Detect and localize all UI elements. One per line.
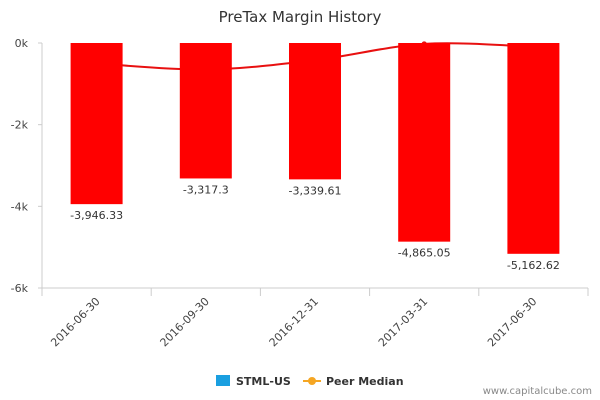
- x-tick-label: 2016-12-31: [267, 295, 321, 349]
- y-tick-label: 0k: [15, 37, 29, 50]
- bar-data-label: -4,865.05: [398, 247, 451, 260]
- x-tick-label: 2016-09-30: [158, 295, 212, 349]
- legend-swatch-stml[interactable]: [216, 375, 230, 386]
- bar-data-label: -3,339.61: [289, 184, 342, 197]
- bar[interactable]: [70, 43, 123, 205]
- x-tick-label: 2017-06-30: [485, 295, 539, 349]
- bar[interactable]: [179, 43, 232, 179]
- legend-dot-peer[interactable]: [308, 377, 316, 385]
- legend-label-peer[interactable]: Peer Median: [326, 375, 404, 388]
- legend[interactable]: STML-US Peer Median: [216, 375, 404, 388]
- x-tick-label: 2016-06-30: [48, 295, 102, 349]
- credit-text: www.capitalcube.com: [483, 386, 592, 397]
- data-labels: -3,946.33 -3,317.3 -3,339.61 -4,865.05 -5,16…: [70, 183, 560, 271]
- bar-series: [70, 43, 560, 254]
- bar[interactable]: [289, 43, 341, 180]
- legend-label-stml[interactable]: STML-US: [236, 375, 291, 388]
- bar-data-label: -3,946.33: [70, 209, 123, 222]
- bar-data-label: -3,317.3: [183, 183, 229, 196]
- bar[interactable]: [398, 43, 451, 242]
- bar-data-label: -5,162.62: [507, 259, 560, 272]
- y-tick-label: -6k: [11, 282, 29, 295]
- bar[interactable]: [507, 43, 560, 254]
- chart-title: PreTax Margin History: [219, 8, 382, 26]
- y-tick-label: -4k: [11, 200, 29, 213]
- y-tick-label: -2k: [11, 119, 29, 132]
- x-tick-label: 2017-03-31: [376, 295, 430, 349]
